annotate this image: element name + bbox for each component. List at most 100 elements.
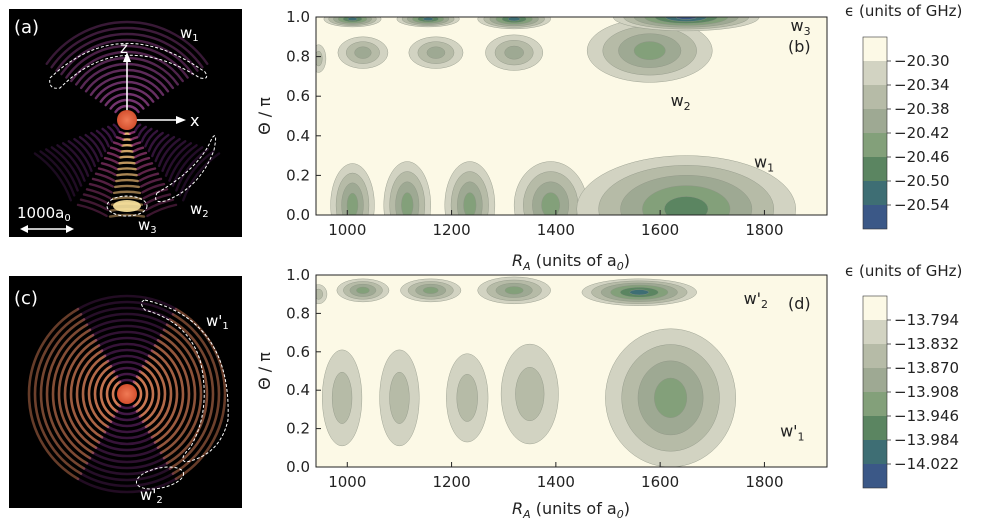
contour-blob-1-8-4	[504, 286, 524, 295]
contour-blob-1-2-2	[456, 374, 478, 422]
fringe-1-1-62	[63, 339, 98, 449]
fringe-0-3-26	[112, 141, 123, 147]
scale-bar-right-head	[66, 225, 74, 233]
fringe-0-1-56	[116, 173, 138, 177]
fringe-0-0-98	[45, 20, 209, 65]
colorbar-b: ϵ (units of GHz) −20.30 −20.34 −20.38 −20.4…	[845, 2, 962, 230]
colorbar-d: ϵ (units of GHz) −13.794−13.832−13.870−1…	[845, 262, 962, 489]
fringe-0-0-86	[55, 32, 199, 72]
fringe-0-4-26	[140, 127, 153, 143]
fringe-0-3-74	[88, 182, 113, 194]
fringe-1-0-56	[153, 344, 185, 444]
fringe-1-3-92	[79, 472, 175, 488]
annotation-1-0: w'2	[744, 289, 768, 311]
contour-blob-1-4-4	[654, 377, 688, 418]
fringe-1-1-68	[57, 333, 95, 455]
lobe-w2p-outline	[135, 466, 185, 490]
contour-blob-1-7-4	[422, 286, 439, 294]
fringe-1-1-56	[69, 344, 101, 444]
colorbar-swatch-0-5	[863, 157, 887, 181]
colorbar-swatch-0-0	[863, 37, 887, 61]
lobe-w1p-outline	[141, 299, 229, 463]
colorbar-swatch-1-7	[863, 464, 887, 488]
fringe-1-2-92	[79, 300, 175, 316]
y-tick-label-0-1: 0.2	[286, 166, 310, 184]
x-tick-label-1-0: 1000	[328, 473, 366, 491]
annotation-0-2: w1	[754, 152, 774, 174]
lobe-w3-outline	[106, 195, 148, 217]
fringe-0-5-74	[56, 144, 86, 182]
contour-blob-1-3-2	[515, 367, 545, 421]
center-dot-c	[117, 384, 137, 404]
fringe-1-0-32	[141, 364, 161, 424]
fringe-1-1-26	[99, 370, 116, 418]
fringe-0-2-74	[141, 182, 166, 194]
contour-blob-0-5-2	[316, 50, 323, 67]
fringe-1-2-86	[82, 306, 172, 321]
fringe-1-3-44	[103, 430, 151, 440]
y-tick-label-0-0: 0.0	[286, 206, 310, 224]
fringe-1-3-14	[118, 404, 136, 410]
fringe-1-3-20	[115, 410, 139, 416]
fringe-0-2-56	[137, 167, 157, 176]
fringe-1-3-80	[85, 461, 169, 476]
fringe-0-2-62	[138, 172, 160, 182]
fringe-0-2-20	[129, 136, 139, 141]
contour-blob-0-9-4	[633, 41, 666, 60]
colorbar-tick-label-0-1: −20.34	[894, 76, 950, 94]
fringe-0-5-20	[107, 125, 117, 138]
fringe-1-3-74	[88, 456, 166, 470]
colorbar-swatch-1-3	[863, 368, 887, 392]
fringe-0-3-50	[100, 162, 118, 171]
fringe-1-1-44	[81, 354, 107, 434]
colorbar-tick-label-0-2: −20.38	[894, 100, 950, 118]
fringe-1-1-38	[87, 359, 110, 429]
fringe-0-2-50	[136, 162, 154, 171]
x-axis-label: x	[190, 111, 199, 130]
fringe-0-3-86	[82, 193, 111, 206]
fringe-0-4-20	[137, 125, 147, 138]
contour-blob-0-1-4	[401, 192, 414, 215]
fringe-0-2-92	[144, 198, 175, 212]
colorbar-tick-label-0-6: −20.54	[894, 196, 950, 214]
fringe-1-0-44	[147, 354, 173, 434]
fringe-1-2-14	[118, 378, 136, 384]
y-tick-label-1-4: 0.8	[286, 304, 310, 322]
fringe-1-3-56	[97, 441, 157, 452]
fringe-1-1-20	[105, 375, 119, 413]
fringe-0-3-20	[115, 136, 125, 141]
panel-c-label: (c)	[14, 288, 38, 309]
colorbar-tick-label-1-5: −13.984	[894, 431, 959, 449]
fringe-0-2-38	[133, 151, 148, 159]
colorbar-tick-label-1-3: −13.908	[894, 383, 959, 401]
annotation-0-0: w3	[791, 16, 811, 38]
panel-a-label: (a)	[14, 17, 39, 38]
fringe-0-3-38	[106, 151, 121, 159]
fringe-0-5-26	[101, 127, 114, 143]
colorbar-b-swatches	[862, 36, 888, 230]
chart-b-annotations: w3 w2 w1	[671, 16, 811, 175]
x-tick-label-0-4: 1800	[745, 221, 783, 239]
contour-blob-0-12-6	[507, 17, 521, 22]
fringe-1-2-74	[88, 318, 166, 332]
chart-d-xlabel: RA (units of a0)	[512, 499, 630, 521]
fringe-0-5-32	[95, 129, 110, 148]
colorbar-tick-label-1-0: −13.794	[894, 311, 959, 329]
annotation-1-1: w'1	[780, 421, 804, 443]
fringe-1-0-92	[171, 313, 221, 475]
fringe-0-3-80	[85, 188, 112, 200]
fringe-1-2-56	[97, 336, 157, 347]
fringe-0-1-98	[108, 213, 146, 218]
fringe-0-1-38	[119, 155, 135, 159]
fringe-1-2-62	[94, 330, 160, 342]
z-axis-label: z	[120, 39, 128, 57]
y-tick-label-0-2: 0.4	[286, 127, 310, 145]
colorbar-swatch-1-1	[863, 320, 887, 344]
lobe-w3-glow	[113, 200, 141, 212]
contour-blob-1-9-6	[629, 289, 650, 296]
fringe-0-4-62	[161, 140, 187, 172]
contour-blob-0-8-3	[504, 45, 524, 60]
contour-blob-0-2-4	[463, 192, 477, 215]
colorbar-swatch-0-4	[863, 133, 887, 157]
